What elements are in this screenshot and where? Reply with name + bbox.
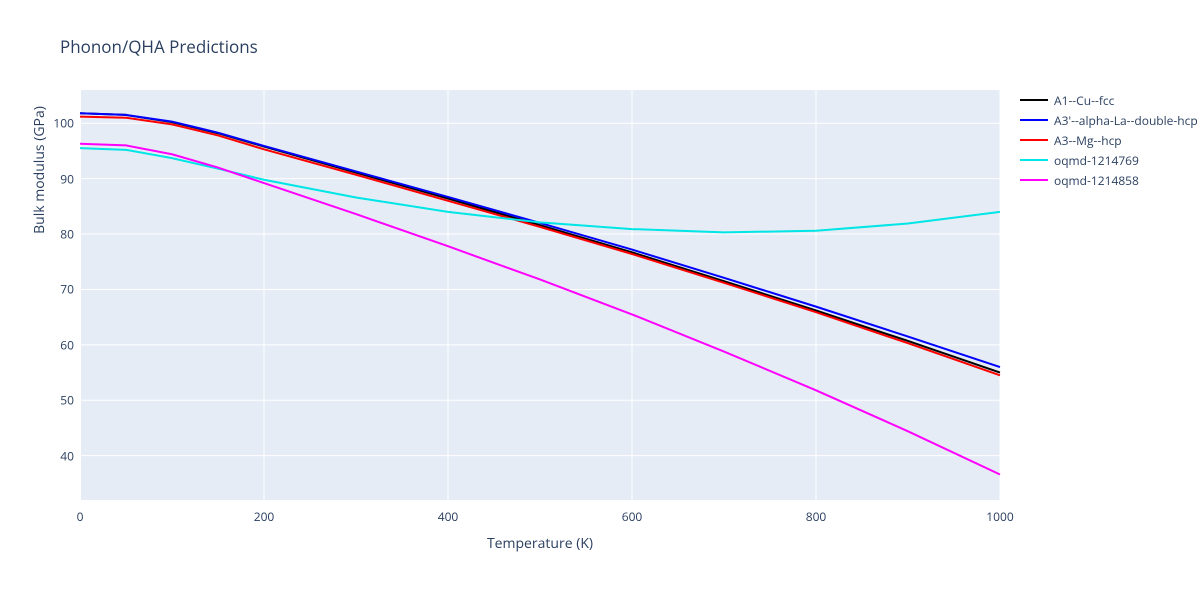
x-tick-label: 600	[622, 508, 643, 525]
y-tick-label: 50	[44, 392, 74, 409]
series-line[interactable]	[80, 148, 1000, 232]
chart-container: Phonon/QHA Predictions Temperature (K) B…	[0, 0, 1200, 600]
x-tick-label: 0	[77, 508, 84, 525]
y-tick-label: 90	[44, 170, 74, 187]
legend-label: A3--Mg--hcp	[1054, 132, 1122, 149]
x-tick-label: 400	[438, 508, 459, 525]
series-line[interactable]	[80, 113, 1000, 372]
legend-swatch	[1020, 179, 1048, 181]
y-axis-label: Bulk modulus (GPa)	[30, 0, 49, 375]
plot-area[interactable]	[80, 90, 1000, 500]
x-tick-label: 1000	[986, 508, 1013, 525]
plot-svg	[80, 90, 1000, 500]
legend-swatch	[1020, 99, 1048, 101]
series-line[interactable]	[80, 117, 1000, 376]
y-tick-label: 40	[44, 447, 74, 464]
x-axis-label: Temperature (K)	[80, 534, 1000, 553]
legend-label: A1--Cu--fcc	[1054, 92, 1114, 109]
chart-title: Phonon/QHA Predictions	[60, 35, 258, 58]
x-tick-label: 200	[254, 508, 275, 525]
legend-item[interactable]: oqmd-1214769	[1020, 150, 1198, 170]
series-line[interactable]	[80, 113, 1000, 367]
y-tick-label: 60	[44, 336, 74, 353]
legend[interactable]: A1--Cu--fcc A3'--alpha-La--double-hcp A3--…	[1020, 90, 1198, 190]
legend-item[interactable]: oqmd-1214858	[1020, 170, 1198, 190]
series-line[interactable]	[80, 144, 1000, 475]
y-tick-label: 80	[44, 226, 74, 243]
x-tick-label: 800	[806, 508, 827, 525]
legend-label: oqmd-1214858	[1054, 172, 1139, 189]
legend-swatch	[1020, 159, 1048, 161]
legend-item[interactable]: A3'--alpha-La--double-hcp	[1020, 110, 1198, 130]
legend-label: A3'--alpha-La--double-hcp	[1054, 112, 1198, 129]
y-tick-label: 70	[44, 281, 74, 298]
legend-swatch	[1020, 119, 1048, 121]
y-tick-label: 100	[44, 115, 74, 132]
legend-item[interactable]: A1--Cu--fcc	[1020, 90, 1198, 110]
legend-swatch	[1020, 139, 1048, 141]
legend-item[interactable]: A3--Mg--hcp	[1020, 130, 1198, 150]
legend-label: oqmd-1214769	[1054, 152, 1139, 169]
